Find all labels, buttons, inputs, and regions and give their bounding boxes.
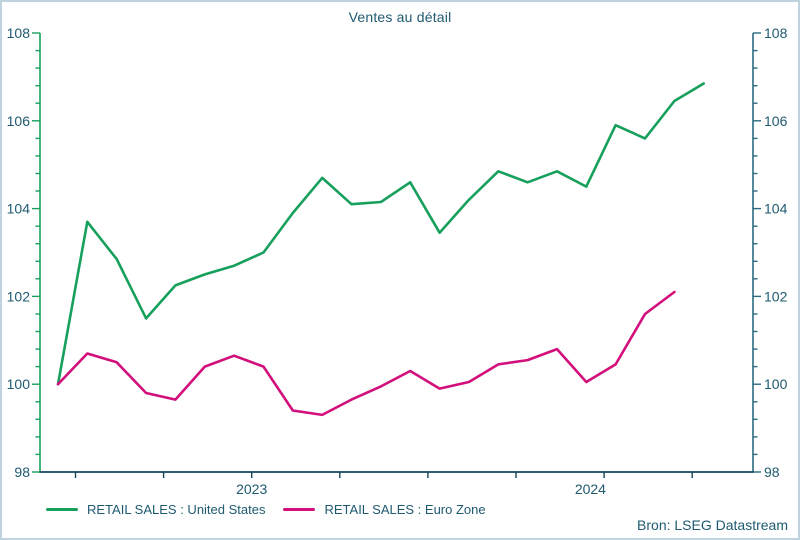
legend-label-euro-zone: RETAIL SALES : Euro Zone xyxy=(324,502,486,517)
euro-series-line xyxy=(56,290,676,417)
y-axis-label-left: 102 xyxy=(7,288,31,304)
us-legend-line-swatch xyxy=(46,508,78,511)
legend: RETAIL SALES : United States RETAIL SALE… xyxy=(46,502,504,517)
legend-item-euro-zone: RETAIL SALES : Euro Zone xyxy=(283,502,486,517)
y-axis-label-left: 98 xyxy=(14,464,30,480)
x-axis-year-label: 2023 xyxy=(236,481,267,497)
source-note: Bron: LSEG Datastream xyxy=(637,517,788,533)
x-axis-year-label: 2024 xyxy=(575,481,606,497)
y-axis-label-left: 104 xyxy=(7,201,31,217)
y-axis-label-right: 102 xyxy=(764,288,788,304)
y-axis-label-right: 100 xyxy=(764,376,788,392)
y-axis-label-left: 100 xyxy=(7,376,31,392)
chart-title: Ventes au détail xyxy=(348,9,452,25)
us-series-line xyxy=(56,82,706,386)
y-axis-label-right: 106 xyxy=(764,113,788,129)
y-axis-label-left: 108 xyxy=(7,25,31,41)
y-axis-label-left: 106 xyxy=(7,113,31,129)
y-axis-label-right: 98 xyxy=(764,464,780,480)
y-axis-label-right: 104 xyxy=(764,201,788,217)
legend-item-united-states: RETAIL SALES : United States xyxy=(46,502,265,517)
legend-label-united-states: RETAIL SALES : United States xyxy=(87,502,266,517)
euro-legend-line-swatch xyxy=(283,508,316,511)
y-axis-label-right: 108 xyxy=(764,25,788,41)
